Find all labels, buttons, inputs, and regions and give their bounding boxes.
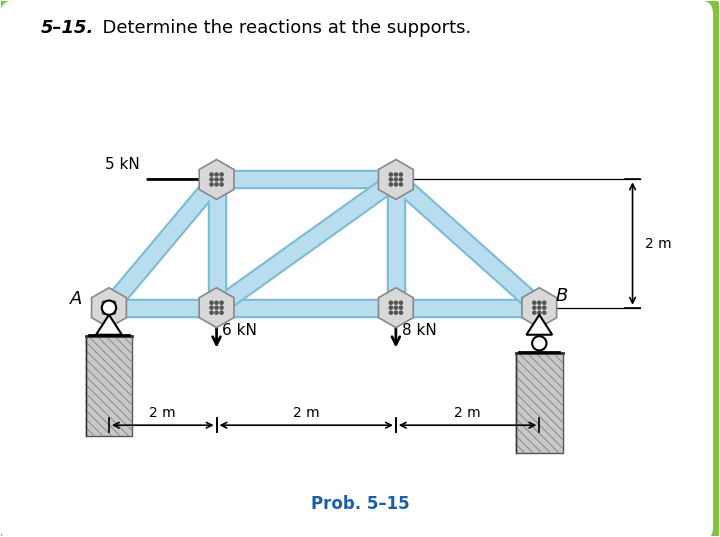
Circle shape — [390, 183, 392, 186]
Circle shape — [390, 178, 392, 181]
Circle shape — [395, 173, 397, 176]
Text: 2 m: 2 m — [454, 405, 481, 419]
Polygon shape — [379, 159, 413, 199]
Circle shape — [400, 178, 402, 181]
Text: Determine the reactions at the supports.: Determine the reactions at the supports. — [91, 19, 472, 38]
Circle shape — [400, 311, 402, 314]
Polygon shape — [526, 315, 552, 335]
Circle shape — [107, 301, 111, 304]
Circle shape — [220, 183, 223, 186]
Circle shape — [538, 306, 541, 309]
Circle shape — [215, 311, 218, 314]
Text: 2 m: 2 m — [645, 237, 672, 251]
Circle shape — [400, 306, 402, 309]
Circle shape — [102, 306, 106, 309]
Circle shape — [215, 178, 218, 181]
Circle shape — [210, 183, 213, 186]
Text: Prob. 5–15: Prob. 5–15 — [311, 495, 409, 512]
Circle shape — [210, 178, 213, 181]
Text: 8 kN: 8 kN — [402, 323, 436, 338]
Circle shape — [220, 311, 223, 314]
Circle shape — [107, 311, 111, 314]
Circle shape — [543, 306, 546, 309]
Text: 2 m: 2 m — [293, 405, 320, 419]
Circle shape — [533, 311, 536, 314]
Circle shape — [395, 301, 397, 304]
Circle shape — [215, 183, 218, 186]
Circle shape — [215, 301, 218, 304]
Circle shape — [220, 178, 223, 181]
Circle shape — [532, 336, 546, 351]
Polygon shape — [91, 288, 127, 328]
Text: 6 kN: 6 kN — [222, 323, 257, 338]
Polygon shape — [379, 288, 413, 328]
Circle shape — [390, 173, 392, 176]
Circle shape — [112, 311, 116, 314]
Circle shape — [390, 301, 392, 304]
Circle shape — [538, 311, 541, 314]
Circle shape — [400, 173, 402, 176]
Circle shape — [112, 301, 116, 304]
Circle shape — [400, 301, 402, 304]
Circle shape — [102, 301, 106, 304]
Text: 5 kN: 5 kN — [105, 157, 140, 172]
Circle shape — [543, 301, 546, 304]
Circle shape — [400, 183, 402, 186]
Circle shape — [112, 306, 116, 309]
Circle shape — [538, 301, 541, 304]
Text: 5–15.: 5–15. — [41, 19, 94, 38]
Circle shape — [395, 183, 397, 186]
Circle shape — [102, 301, 116, 315]
Circle shape — [107, 306, 111, 309]
Circle shape — [220, 301, 223, 304]
Circle shape — [395, 311, 397, 314]
Circle shape — [390, 306, 392, 309]
Circle shape — [215, 173, 218, 176]
Circle shape — [220, 173, 223, 176]
Text: B: B — [555, 287, 567, 304]
Circle shape — [533, 306, 536, 309]
Polygon shape — [199, 159, 234, 199]
Text: 2 m: 2 m — [150, 405, 176, 419]
Circle shape — [533, 301, 536, 304]
Circle shape — [210, 311, 213, 314]
Text: A: A — [70, 290, 82, 308]
Circle shape — [210, 173, 213, 176]
Circle shape — [220, 306, 223, 309]
Polygon shape — [96, 315, 122, 335]
Polygon shape — [522, 288, 557, 328]
Circle shape — [210, 306, 213, 309]
Circle shape — [102, 311, 106, 314]
Circle shape — [390, 311, 392, 314]
Circle shape — [395, 306, 397, 309]
Circle shape — [395, 178, 397, 181]
Circle shape — [543, 311, 546, 314]
Circle shape — [210, 301, 213, 304]
Polygon shape — [86, 336, 132, 436]
Polygon shape — [516, 353, 562, 453]
Circle shape — [215, 306, 218, 309]
Polygon shape — [199, 288, 234, 328]
